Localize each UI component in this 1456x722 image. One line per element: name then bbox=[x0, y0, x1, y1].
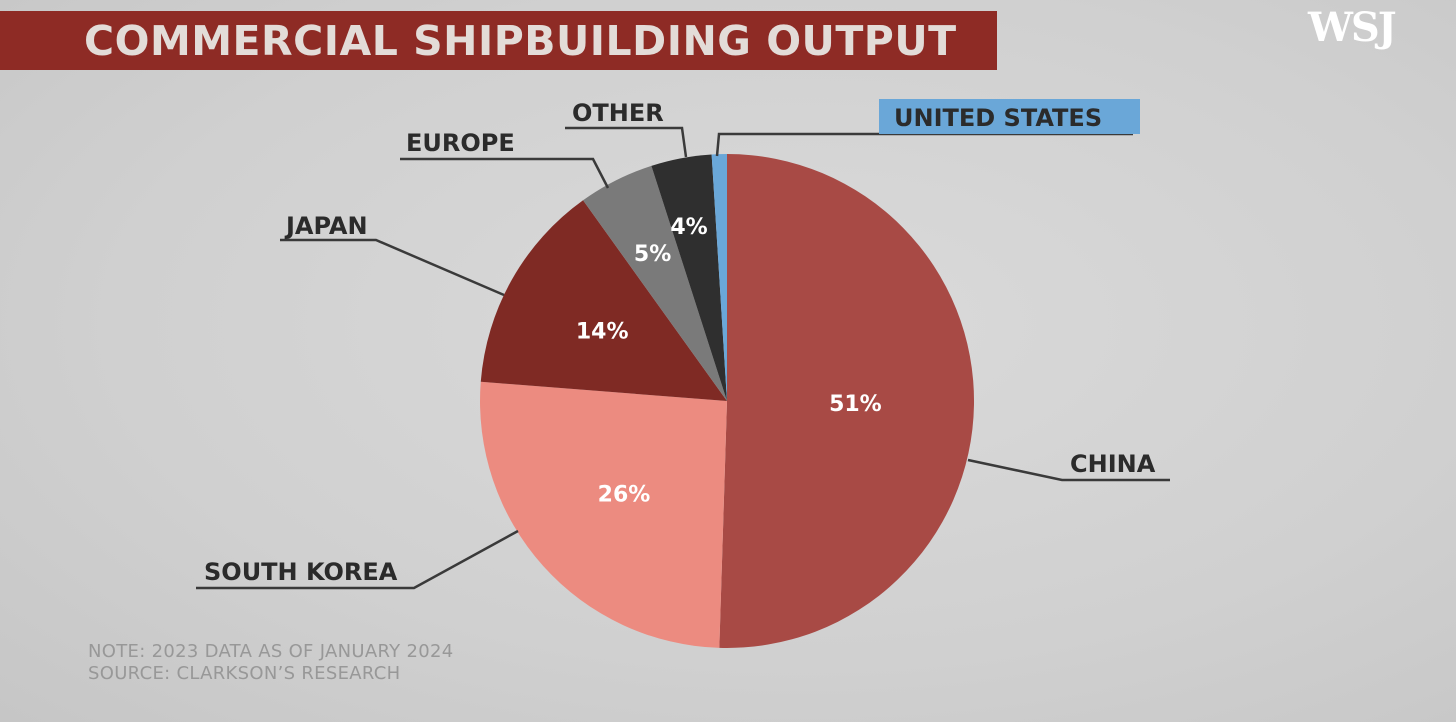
pie-slice-other bbox=[651, 154, 727, 401]
pie-slice-united-states bbox=[711, 154, 727, 401]
category-label-japan: JAPAN bbox=[284, 212, 368, 240]
pie-slice-china bbox=[719, 154, 975, 648]
pie-slice-south-korea bbox=[480, 381, 727, 648]
footnote-source: SOURCE: CLARKSON’S RESEARCH bbox=[88, 663, 401, 684]
chart-title: COMMERCIAL SHIPBUILDING OUTPUT bbox=[84, 17, 957, 65]
footnotes: NOTE: 2023 DATA AS OF JANUARY 2024 SOURC… bbox=[88, 641, 453, 685]
leader-line-china bbox=[967, 458, 1170, 482]
wsj-logo: WSJ bbox=[1308, 4, 1397, 51]
category-label-south-korea: SOUTH KOREA bbox=[204, 558, 398, 586]
pie-slice-europe bbox=[583, 165, 727, 401]
category-label-europe: EUROPE bbox=[406, 129, 515, 157]
pie-slice-japan bbox=[480, 200, 727, 401]
leader-line-japan bbox=[280, 238, 505, 297]
footnote-note: NOTE: 2023 DATA AS OF JANUARY 2024 bbox=[88, 641, 454, 662]
title-bar: COMMERCIAL SHIPBUILDING OUTPUT bbox=[0, 11, 997, 70]
leader-line-europe bbox=[400, 157, 610, 189]
value-label-other: 4% bbox=[670, 215, 707, 240]
category-label-other: OTHER bbox=[572, 99, 664, 127]
leader-line-united-states bbox=[715, 132, 1133, 157]
value-label-china: 51% bbox=[829, 392, 882, 417]
leader-line-other bbox=[565, 126, 688, 158]
category-label-china: CHINA bbox=[1070, 450, 1156, 478]
category-highlight-united-states bbox=[879, 99, 1140, 134]
category-label-united-states: UNITED STATES bbox=[894, 104, 1102, 132]
value-label-south-korea: 26% bbox=[598, 482, 651, 507]
value-label-europe: 5% bbox=[634, 242, 671, 267]
value-label-japan: 14% bbox=[576, 320, 629, 345]
leader-line-south-korea bbox=[196, 529, 519, 590]
